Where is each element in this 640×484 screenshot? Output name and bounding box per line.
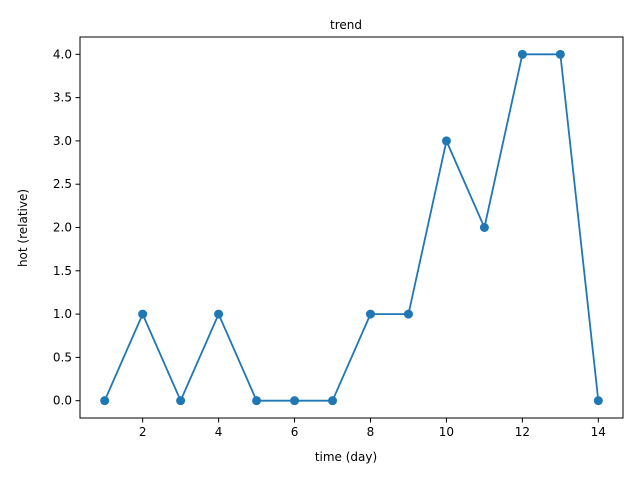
y-tick-label: 4.0 (53, 47, 72, 61)
data-point (290, 396, 300, 406)
data-point (176, 396, 186, 406)
y-tick-label: 1.5 (53, 264, 72, 278)
data-point (252, 396, 262, 406)
y-tick-label: 0.5 (53, 350, 72, 364)
data-point (593, 396, 603, 406)
data-point (555, 49, 565, 59)
plot-area: 2 4 6 8 10 12 14 0.0 0.5 1.0 1.5 2.0 2.5 3.0 3.5 4.0 (53, 36, 624, 439)
x-tick-label: 10 (439, 425, 454, 439)
y-tick-label: 2.5 (53, 177, 72, 191)
data-point (100, 396, 110, 406)
y-tick-label: 3.0 (53, 134, 72, 148)
x-axis-label: time (day) (315, 450, 377, 464)
y-axis-label: hot (relative) (16, 189, 30, 267)
x-tick-label: 14 (591, 425, 606, 439)
x-tick-label: 6 (291, 425, 299, 439)
data-point (479, 223, 489, 232)
data-point (365, 309, 375, 319)
x-tick-label: 4 (215, 425, 223, 439)
x-tick-label: 8 (367, 425, 375, 439)
x-tick-label: 12 (515, 425, 530, 439)
data-point (214, 309, 224, 319)
data-point (517, 49, 527, 59)
series-line (103, 53, 600, 402)
x-tick-label: 2 (139, 425, 147, 439)
data-point (441, 136, 451, 146)
y-tick-label: 2.0 (53, 221, 72, 235)
y-tick-label: 1.0 (53, 307, 72, 321)
chart-title: trend (330, 18, 362, 32)
data-point (138, 309, 148, 319)
data-point (403, 309, 413, 319)
y-tick-label: 3.5 (53, 91, 72, 105)
y-tick-label: 0.0 (53, 394, 72, 408)
data-point (328, 396, 338, 406)
